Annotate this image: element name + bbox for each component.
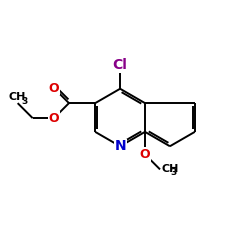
Text: 3: 3: [170, 168, 176, 177]
Text: CH: CH: [9, 92, 26, 102]
Text: O: O: [48, 82, 59, 94]
Text: 3: 3: [22, 96, 28, 106]
Text: O: O: [140, 148, 150, 161]
Text: O: O: [48, 112, 59, 125]
Text: N: N: [114, 139, 126, 153]
Text: CH: CH: [161, 164, 179, 174]
Text: Cl: Cl: [113, 58, 128, 72]
